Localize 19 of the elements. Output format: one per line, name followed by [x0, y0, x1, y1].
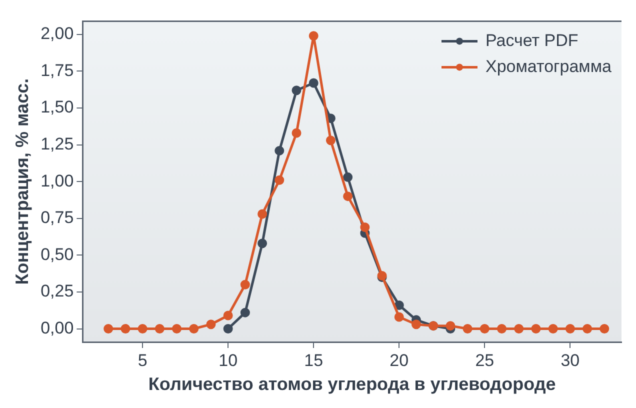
x-tick-label: 25: [475, 350, 494, 370]
y-axis-title: Концентрация, % масс.: [12, 78, 32, 285]
x-tick-label: 20: [390, 350, 409, 370]
y-tick-label: 2,00: [40, 24, 74, 44]
x-tick-label: 15: [304, 350, 324, 370]
y-tick-label: 1,50: [40, 98, 74, 117]
y-tick-label: 0,50: [40, 244, 74, 264]
x-tick-label: 10: [218, 350, 238, 370]
y-tick-label: 0,75: [40, 208, 74, 228]
y-tick-label: 1,25: [40, 134, 74, 154]
y-tick-label: 0,25: [40, 282, 74, 301]
y-tick-label: 1,75: [40, 60, 74, 80]
x-tick-label: 30: [560, 350, 580, 370]
x-tick-label: 5: [138, 350, 148, 370]
legend-label: Расчет PDF: [485, 30, 578, 50]
y-tick-label: 0,00: [40, 318, 74, 338]
y-tick-label: 1,00: [40, 171, 74, 190]
legend-label: Хроматограмма: [485, 56, 612, 76]
x-axis-title: Количество атомов углерода в углеводороде: [148, 374, 556, 394]
